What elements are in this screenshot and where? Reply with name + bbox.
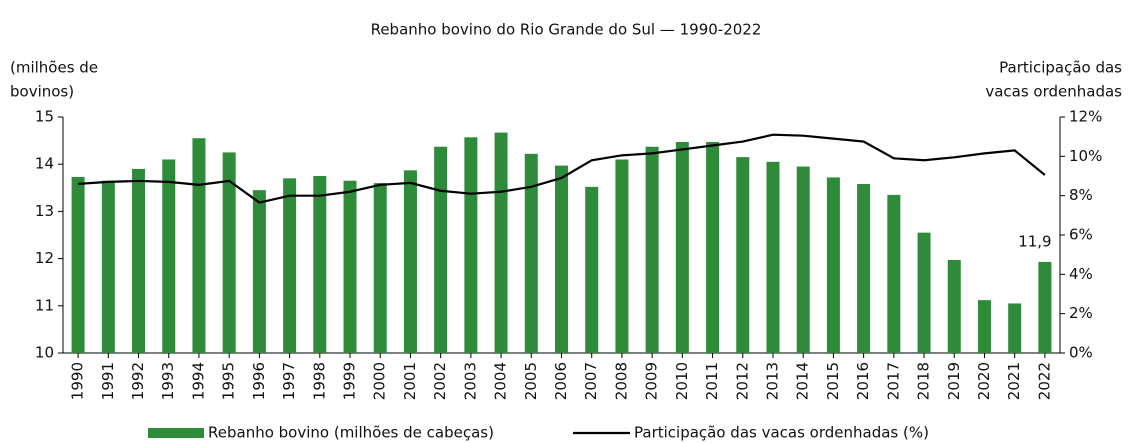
y2-tick-label: 6%	[1069, 226, 1093, 244]
x-tick-label: 1995	[220, 362, 238, 400]
y2-tick-label: 10%	[1069, 147, 1102, 165]
x-tick-label: 2012	[733, 362, 751, 400]
bar	[615, 159, 629, 353]
y-axis-label: bovinos)	[10, 83, 74, 101]
x-tick-label: 1991	[99, 362, 117, 400]
bar	[766, 161, 780, 353]
y-tick-label: 14	[35, 155, 54, 173]
bar	[1038, 261, 1052, 353]
x-tick-label: 2011	[703, 362, 721, 400]
x-tick-label: 2020	[975, 362, 993, 400]
bar	[977, 300, 991, 353]
x-tick-label: 2006	[552, 362, 570, 400]
data-label: 11,9	[1018, 232, 1051, 250]
bar	[706, 142, 720, 353]
x-tick-label: 2018	[915, 362, 933, 400]
y-tick-label: 10	[35, 344, 54, 362]
bar	[826, 177, 840, 353]
bar	[101, 180, 115, 353]
y-axis-label: (milhões de	[10, 59, 98, 77]
x-tick-label: 2010	[673, 362, 691, 400]
x-tick-label: 1994	[189, 362, 207, 400]
x-tick-label: 2000	[371, 362, 389, 400]
bar	[494, 132, 508, 353]
y2-tick-label: 0%	[1069, 344, 1093, 362]
x-tick-label: 2004	[492, 362, 510, 400]
x-tick-label: 2017	[884, 362, 902, 400]
y-tick-label: 15	[35, 108, 54, 126]
x-tick-label: 2021	[1005, 362, 1023, 400]
x-tick-label: 1996	[250, 362, 268, 400]
bar	[736, 157, 750, 353]
bar	[887, 194, 901, 353]
bar	[71, 176, 85, 353]
x-tick-label: 2008	[612, 362, 630, 400]
y2-axis-label: vacas ordenhadas	[985, 83, 1122, 101]
y2-tick-label: 12%	[1069, 108, 1102, 126]
x-tick-label: 1993	[159, 362, 177, 400]
bar	[857, 184, 871, 353]
bar	[434, 146, 448, 353]
bar	[917, 232, 931, 353]
bar	[555, 165, 568, 353]
bar	[373, 183, 387, 353]
x-tick-label: 1990	[69, 362, 87, 400]
legend-label: Rebanho bovino (milhões de cabeças)	[208, 424, 494, 442]
bar	[162, 159, 176, 353]
x-tick-label: 2014	[794, 362, 812, 400]
bar	[464, 137, 478, 353]
bar	[645, 146, 659, 353]
x-tick-label: 1997	[280, 362, 298, 400]
x-tick-label: 2007	[582, 362, 600, 400]
bar	[283, 178, 297, 353]
x-tick-label: 1999	[341, 362, 359, 400]
x-tick-label: 2002	[431, 362, 449, 400]
x-tick-label: 2003	[461, 362, 479, 400]
bar	[132, 168, 146, 353]
x-tick-label: 2022	[1035, 362, 1053, 400]
x-tick-label: 2009	[643, 362, 661, 400]
legend-swatch	[148, 428, 204, 438]
y2-tick-label: 4%	[1069, 265, 1093, 283]
x-tick-label: 2019	[945, 362, 963, 400]
line	[78, 133, 1046, 204]
x-tick-label: 2005	[522, 362, 540, 400]
chart-title: Rebanho bovino do Rio Grande do Sul — 19…	[371, 21, 762, 39]
bar	[192, 138, 206, 353]
x-tick-label: 2015	[824, 362, 842, 400]
bar	[1008, 303, 1022, 353]
x-tick-label: 2001	[401, 362, 419, 400]
bar	[524, 153, 538, 353]
bar	[796, 166, 810, 353]
bar	[252, 190, 266, 353]
bar	[585, 186, 599, 353]
x-tick-label: 2016	[854, 362, 872, 400]
y2-tick-label: 2%	[1069, 304, 1093, 322]
bar	[313, 176, 327, 353]
bar	[343, 180, 357, 353]
y2-tick-label: 8%	[1069, 186, 1093, 204]
bar	[403, 170, 417, 353]
y-tick-label: 11	[35, 296, 54, 314]
y-tick-label: 13	[35, 202, 54, 220]
x-tick-label: 1992	[129, 362, 147, 400]
x-tick-label: 1998	[310, 362, 328, 400]
bar	[675, 142, 689, 353]
x-tick-label: 2013	[763, 362, 781, 400]
bar	[222, 152, 236, 353]
bar	[947, 260, 961, 353]
y-tick-label: 12	[35, 249, 54, 267]
legend-label: Participação das vacas ordenhadas (%)	[634, 424, 929, 442]
y2-axis-label: Participação das	[999, 59, 1122, 77]
